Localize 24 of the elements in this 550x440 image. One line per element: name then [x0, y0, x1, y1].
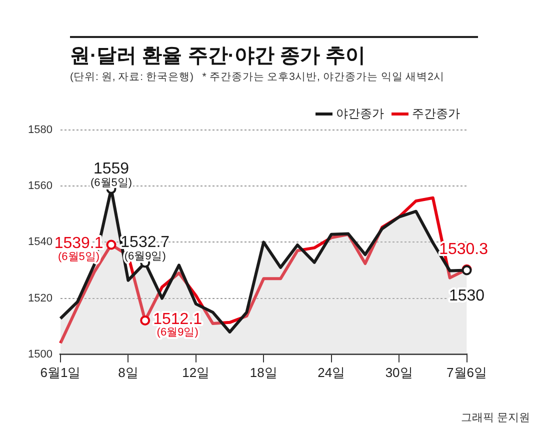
x-tick-label: 6월1일	[40, 364, 81, 380]
x-tick-label: 12일	[182, 364, 210, 380]
annotation: (6월5일)	[90, 176, 132, 189]
x-tick-label: 30일	[385, 364, 413, 380]
y-tick-label: 1500	[28, 348, 52, 360]
legend-label: 주간종가	[412, 106, 460, 120]
y-tick-label: 1580	[28, 124, 52, 136]
point	[140, 315, 150, 326]
legend-label: 야간종가	[336, 106, 384, 120]
y-tick-label: 1560	[28, 180, 52, 192]
y-tick-label: 1520	[28, 292, 52, 304]
x-tick-label: 7월6일	[446, 364, 488, 380]
data-label: 1512.1	[153, 310, 202, 328]
point	[106, 240, 116, 250]
text: 그래픽 문지원	[460, 411, 530, 425]
x-tick-label: 24일	[318, 364, 346, 380]
data-label: 1530	[448, 288, 485, 305]
x-tick-label: 8일	[118, 364, 138, 380]
chart-title: 원·달러 환율 주간·야간 종가 추이	[70, 44, 366, 69]
data-label: 1559	[93, 160, 130, 178]
annotation: (6월9일)	[156, 326, 198, 338]
y-tick-label: 1540	[28, 236, 52, 248]
x-tick-label: 18일	[250, 364, 278, 380]
chart-subtitle: (단위: 원, 자료: 한국은행) * 주간종가는 오후3시반, 야간종가는 익일 새벽2시	[70, 70, 445, 84]
